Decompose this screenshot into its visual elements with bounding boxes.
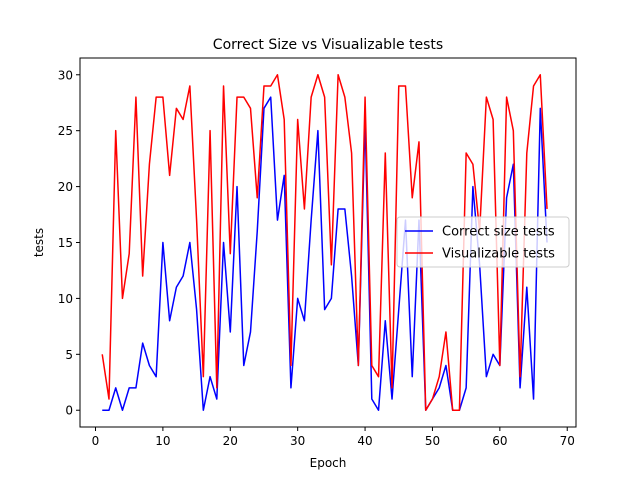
x-tick-label: 30 (290, 434, 305, 448)
legend-label-correct-size: Correct size tests (442, 225, 555, 240)
y-tick-label: 10 (58, 292, 73, 306)
y-axis-label: tests (32, 228, 46, 257)
legend: Correct size tests Visualizable tests (396, 216, 570, 268)
series-layer (101, 74, 548, 411)
series-line-visualizable (101, 74, 548, 411)
x-tick-label: 40 (357, 434, 372, 448)
plot-area-frame (79, 57, 577, 428)
y-tick-label: 30 (58, 68, 73, 82)
y-tick-label: 20 (58, 180, 73, 194)
x-tick-label: 0 (92, 434, 100, 448)
legend-box (396, 216, 570, 268)
x-tick-label: 20 (223, 434, 238, 448)
x-tick-label: 60 (492, 434, 507, 448)
x-tick-label: 70 (560, 434, 575, 448)
y-tick-label: 25 (58, 124, 73, 138)
ticks-layer: 0 10 20 30 40 50 60 70 0 5 10 15 20 25 30 (58, 68, 575, 448)
chart-title: Correct Size vs Visualizable tests (213, 37, 443, 53)
x-tick-label: 10 (155, 434, 170, 448)
y-tick-label: 15 (58, 236, 73, 250)
y-tick-label: 0 (65, 404, 73, 418)
x-tick-label: 50 (425, 434, 440, 448)
x-axis-label: Epoch (310, 456, 347, 470)
series-line-correct-size (102, 96, 548, 411)
legend-label-visualizable: Visualizable tests (442, 247, 555, 262)
y-tick-label: 5 (65, 348, 73, 362)
